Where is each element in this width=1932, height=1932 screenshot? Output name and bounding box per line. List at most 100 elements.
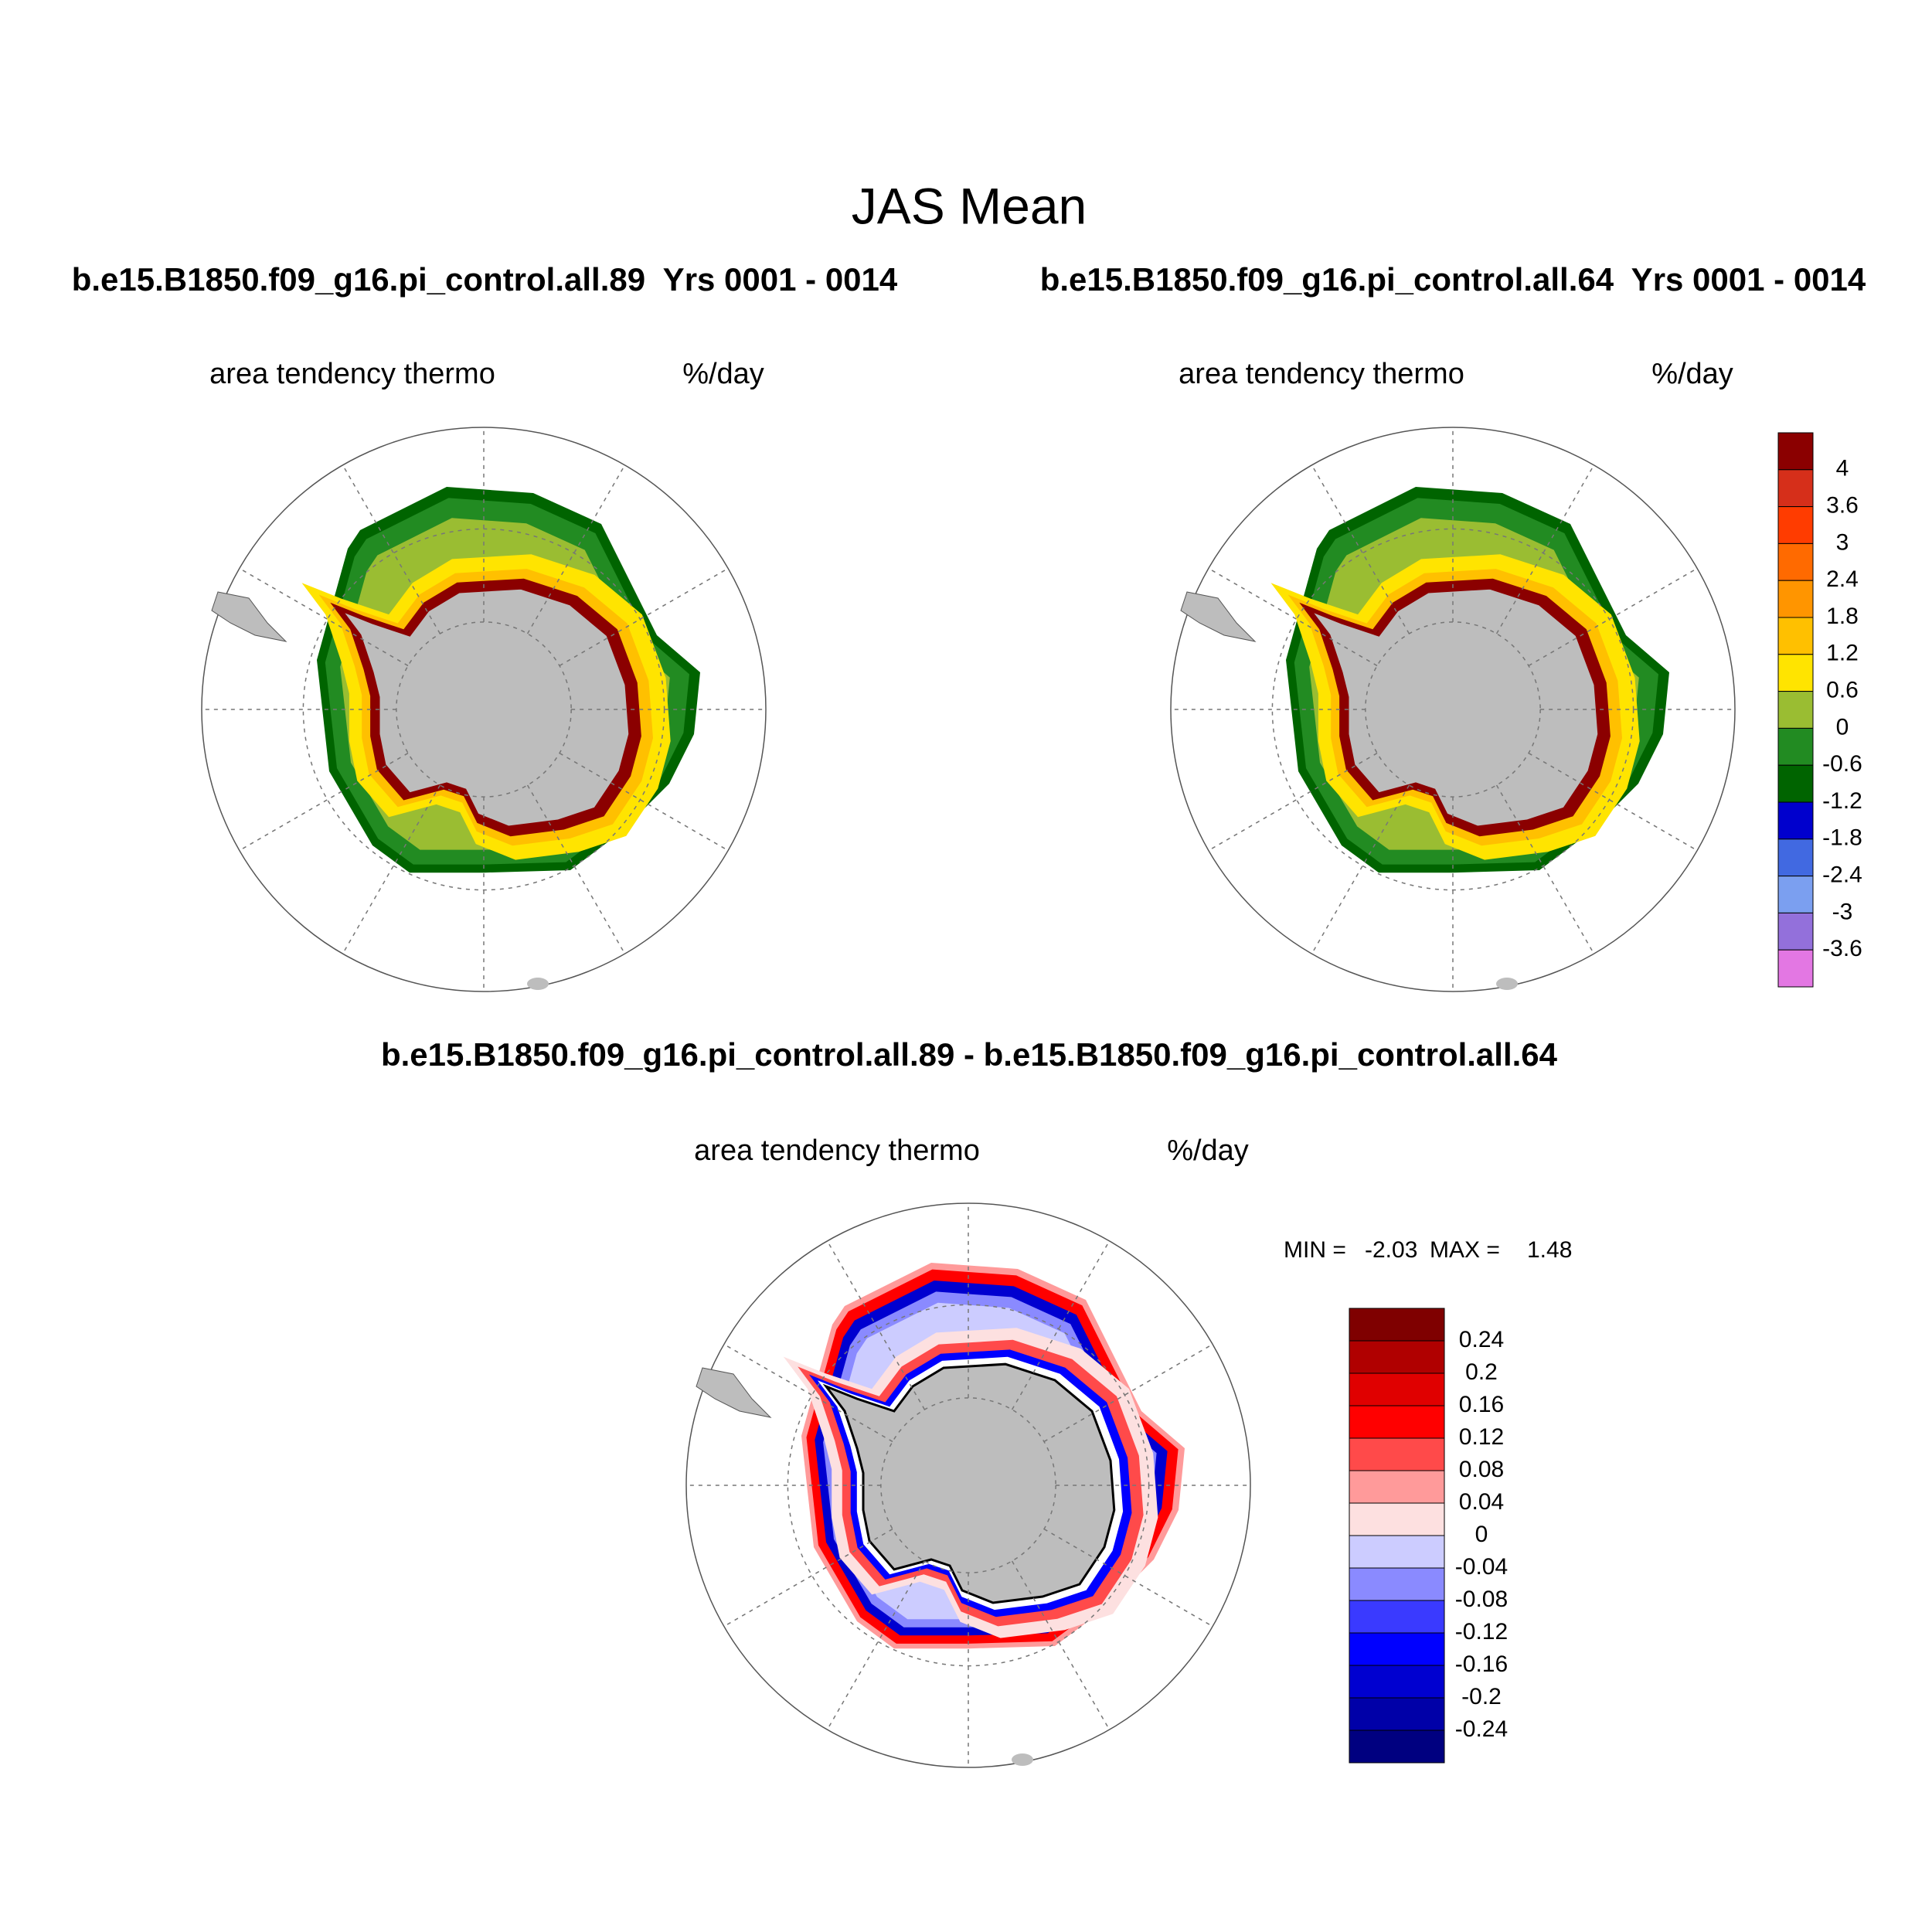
meridian — [1311, 784, 1410, 954]
colorbar-label: -2.4 — [1822, 862, 1862, 888]
landmass — [822, 1362, 1116, 1604]
colorbar-label: -0.08 — [1455, 1587, 1508, 1612]
min-label: MIN = — [1284, 1237, 1346, 1263]
meridian — [239, 752, 409, 852]
colorbar-box — [1777, 580, 1814, 618]
parallel — [1365, 621, 1541, 798]
colorbar-box — [1777, 506, 1814, 544]
unit-label: %/day — [1167, 1134, 1249, 1167]
unit-label: %/day — [682, 358, 764, 390]
diff-subtitle: b.e15.B1850.f09_g16.pi_control.all.89 - … — [381, 1036, 1558, 1073]
meridian — [1208, 567, 1378, 667]
colorbar-label: 0.24 — [1459, 1327, 1504, 1352]
parallel — [1271, 528, 1634, 891]
colorbar-box — [1777, 801, 1814, 840]
parallel — [787, 1304, 1150, 1667]
polar-map — [1170, 427, 1736, 992]
meridian — [1043, 1528, 1213, 1628]
colorbar-box — [1777, 764, 1814, 803]
colorbar-label: -1.2 — [1822, 788, 1862, 814]
meridian — [1495, 784, 1595, 954]
unit-label: %/day — [1651, 358, 1733, 390]
colorbar-box — [1777, 691, 1814, 729]
landmass — [1180, 591, 1257, 642]
colorbar-box — [1349, 1502, 1445, 1536]
colorbar-label: 4 — [1836, 456, 1849, 481]
meridian — [723, 1343, 893, 1443]
landmass — [1012, 1753, 1033, 1766]
meridian — [1528, 752, 1698, 852]
colorbar-label: 0.08 — [1459, 1457, 1504, 1482]
colorbar-label: -0.12 — [1455, 1619, 1508, 1645]
colorbar-box — [1777, 617, 1814, 655]
meridian — [826, 1240, 926, 1410]
colorbar-box — [1777, 727, 1814, 766]
parallel — [880, 1397, 1056, 1573]
colorbar-box — [1349, 1600, 1445, 1634]
colorbar-label: 0.12 — [1459, 1424, 1504, 1450]
meridian — [559, 567, 729, 667]
panel-subtitle: b.e15.B1850.f09_g16.pi_control.all.89 Yr… — [72, 261, 898, 298]
colorbar-box — [1777, 432, 1814, 471]
meridian — [826, 1560, 926, 1730]
colorbar-box — [1777, 912, 1814, 951]
colorbar-label: 3 — [1836, 529, 1849, 555]
panel-subtitle: b.e15.B1850.f09_g16.pi_control.all.64 Yr… — [1040, 261, 1866, 298]
colorbar-label: 0 — [1475, 1522, 1488, 1547]
colorbar-box — [1349, 1730, 1445, 1764]
polar-map — [685, 1202, 1251, 1768]
colorbar-box — [1349, 1372, 1445, 1406]
colorbar-label: -0.04 — [1455, 1554, 1508, 1580]
colorbar-box — [1349, 1405, 1445, 1439]
colorbar-box — [1349, 1567, 1445, 1601]
colorbar-label: 0.2 — [1465, 1359, 1498, 1385]
meridian — [342, 784, 441, 954]
variable-label: area tendency thermo — [1179, 358, 1464, 390]
colorbar-label: 2.4 — [1826, 566, 1859, 592]
meridian — [526, 464, 626, 634]
colorbar-box — [1777, 838, 1814, 877]
meridian — [559, 752, 729, 852]
colorbar-box — [1777, 949, 1814, 988]
landmass — [527, 978, 549, 990]
colorbar-label: 0 — [1836, 714, 1849, 740]
colorbar-box — [1349, 1665, 1445, 1699]
colorbar-box — [1349, 1437, 1445, 1471]
colorbar-box — [1777, 469, 1814, 508]
figure-title: JAS Mean — [852, 177, 1087, 234]
colorbar-box — [1349, 1470, 1445, 1504]
meridian — [526, 784, 626, 954]
colorbar-label: -1.8 — [1822, 825, 1862, 851]
landmass — [1307, 587, 1600, 828]
landmass — [1496, 978, 1518, 990]
colorbar-label: -0.16 — [1455, 1651, 1508, 1677]
meridian — [1011, 1560, 1111, 1730]
meridian — [239, 567, 409, 667]
colorbar-box — [1349, 1340, 1445, 1374]
colorbar-box — [1349, 1697, 1445, 1731]
colorbar-label: -0.6 — [1822, 751, 1862, 777]
meridian — [1528, 567, 1698, 667]
colorbar-label: 1.8 — [1826, 604, 1859, 629]
maps — [201, 427, 1736, 1768]
variable-label: area tendency thermo — [209, 358, 495, 390]
polar-map — [201, 427, 767, 992]
landmass — [696, 1367, 772, 1418]
meridian — [342, 464, 441, 634]
parallel — [396, 621, 572, 798]
colorbar-label: 1.2 — [1826, 641, 1859, 666]
colorbar-label: -3 — [1832, 899, 1853, 924]
meridian — [723, 1528, 893, 1628]
meridian — [1495, 464, 1595, 634]
parallel — [302, 528, 665, 891]
variable-label: area tendency thermo — [694, 1134, 980, 1167]
colorbar-label: -0.2 — [1461, 1684, 1502, 1709]
colorbar-label: 3.6 — [1826, 493, 1859, 519]
meridian — [1208, 752, 1378, 852]
meridian — [1311, 464, 1410, 634]
landmass — [211, 591, 287, 642]
colorbar-box — [1349, 1535, 1445, 1569]
colorbar-box — [1777, 654, 1814, 692]
colorbar-label: 0.6 — [1826, 678, 1859, 703]
